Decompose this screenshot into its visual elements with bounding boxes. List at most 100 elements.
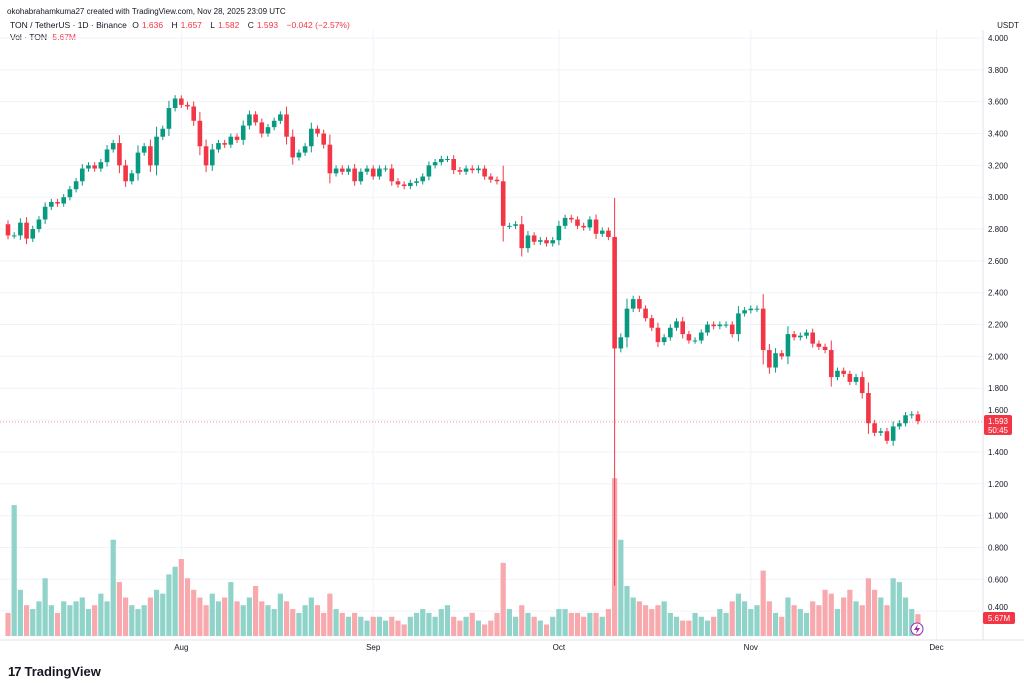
price-tick-label: 2.200 xyxy=(988,321,1009,330)
volume-bar xyxy=(624,585,630,636)
volume-bar xyxy=(742,601,748,636)
volume-bar xyxy=(222,597,228,636)
volume-bar xyxy=(432,616,438,636)
price-tick-label: 3.600 xyxy=(988,98,1009,107)
volume-bar xyxy=(370,616,376,636)
candle-up xyxy=(73,181,79,190)
low-label: L xyxy=(210,20,216,30)
volume-bar xyxy=(729,601,735,636)
candle-up xyxy=(507,225,512,227)
volume-bar xyxy=(909,609,915,636)
volume-bar xyxy=(896,582,902,636)
volume-bar xyxy=(562,609,568,636)
candle-up xyxy=(377,168,382,177)
candle-up xyxy=(333,168,339,174)
candle-down xyxy=(643,308,648,319)
candle-up xyxy=(562,217,568,226)
volume-bar xyxy=(605,609,612,636)
price-tick-label: 0.400 xyxy=(988,603,1009,612)
price-tick-label: 1.000 xyxy=(988,512,1009,521)
candle-up xyxy=(550,240,556,244)
volume-bar xyxy=(364,620,370,636)
candle-down xyxy=(822,346,828,351)
volume-bar xyxy=(321,612,327,636)
candle-up xyxy=(909,414,915,416)
volume-bar xyxy=(277,593,283,636)
candle-up xyxy=(432,162,438,166)
volume-bar xyxy=(215,601,222,636)
candle-countdown: 50:45 xyxy=(988,426,1009,435)
symbol-title[interactable]: TON / TetherUS · 1D · Binance xyxy=(10,20,127,30)
volume-bar xyxy=(748,609,754,636)
tradingview-logo[interactable]: 17 TradingView xyxy=(8,664,101,679)
candle-up xyxy=(798,335,803,338)
candle-up xyxy=(271,120,277,128)
volume-bar xyxy=(686,620,692,636)
change-value: −0.042 (−2.57%) xyxy=(286,20,350,30)
candle-down xyxy=(593,219,599,234)
volume-bar xyxy=(723,612,729,636)
last-price-badge xyxy=(984,415,1012,435)
volume-bar xyxy=(240,605,246,636)
volume-bar xyxy=(834,609,841,636)
volume-bar xyxy=(568,612,574,636)
volume-bar xyxy=(339,612,345,636)
volume-bar xyxy=(407,616,413,636)
volume-bar xyxy=(79,597,85,636)
candle-down xyxy=(544,240,549,244)
last-volume-value: 5.67M xyxy=(988,614,1011,623)
volume-bar xyxy=(48,605,54,636)
volume-bar xyxy=(810,601,816,636)
candle-up xyxy=(736,313,741,335)
volume-bar xyxy=(667,612,673,636)
volume-bar xyxy=(816,605,822,636)
volume-bar xyxy=(345,616,352,636)
volume-bar xyxy=(290,609,296,636)
volume-bar xyxy=(191,589,197,636)
candle-up xyxy=(346,168,351,172)
candle-up xyxy=(18,222,23,236)
candle-down xyxy=(729,324,735,335)
volume-bar xyxy=(847,589,853,636)
volume-bar xyxy=(327,593,333,636)
volume-bar xyxy=(797,609,803,636)
volume-bar xyxy=(754,605,760,636)
candle-up xyxy=(624,308,630,338)
volume-bar xyxy=(531,616,537,636)
volume-bar xyxy=(587,612,593,636)
open-label: O xyxy=(132,20,139,30)
volume-bar xyxy=(500,562,506,636)
last-volume-badge xyxy=(983,612,1015,624)
volume-row: Vol · TON 5.67M xyxy=(10,31,353,43)
candle-up xyxy=(364,168,370,172)
candle-down xyxy=(123,165,128,182)
candle-down xyxy=(55,201,60,204)
volume-bar xyxy=(574,612,581,636)
candle-down xyxy=(222,143,227,145)
tradingview-logo-icon: 17 xyxy=(8,664,22,679)
volume-bar xyxy=(141,605,147,636)
candle-up xyxy=(785,334,791,357)
candle-down xyxy=(760,308,766,351)
grid xyxy=(0,30,983,640)
volume-bar xyxy=(884,605,890,636)
candle-up xyxy=(420,176,426,182)
volume-bar xyxy=(67,605,73,636)
volume-bar xyxy=(178,559,184,636)
currency-label[interactable]: USDT xyxy=(997,21,1019,30)
volume-bar xyxy=(865,578,872,636)
volume-label[interactable]: Vol · TON xyxy=(10,32,48,42)
price-tick-label: 3.200 xyxy=(988,161,1009,170)
volume-bar xyxy=(772,612,779,636)
candle-up xyxy=(414,181,419,183)
volume-bar xyxy=(153,589,160,636)
volume-bar xyxy=(23,605,30,636)
volume-bar xyxy=(36,601,42,636)
volume-bar xyxy=(537,620,543,636)
volume-bar xyxy=(283,601,290,636)
volume-bar xyxy=(488,620,494,636)
price-tick-label: 1.400 xyxy=(988,448,1009,457)
candle-down xyxy=(915,414,921,422)
candle-down xyxy=(451,158,456,171)
